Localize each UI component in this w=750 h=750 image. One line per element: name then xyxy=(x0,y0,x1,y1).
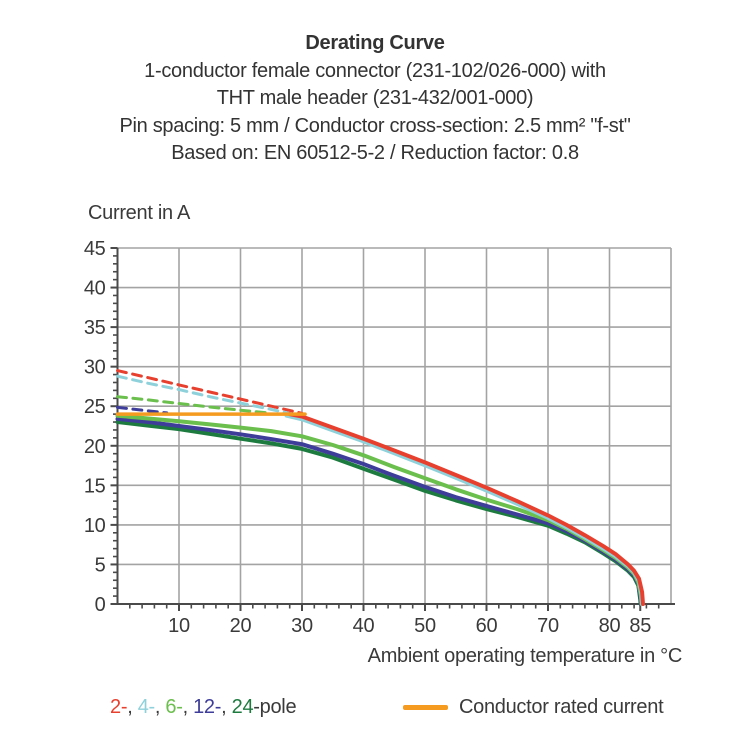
chart-title: Derating Curve xyxy=(305,32,445,54)
curve-2-pole xyxy=(287,412,645,606)
y-tick-label: 0 xyxy=(95,594,106,616)
x-tick-label: 30 xyxy=(291,615,313,637)
y-tick-label: 20 xyxy=(84,436,106,458)
rated-current-label: Conductor rated current xyxy=(459,696,664,718)
y-tick-label: 30 xyxy=(84,357,106,379)
x-axis-title: Ambient operating temperature in °C xyxy=(367,645,683,667)
legend-pole-item: , xyxy=(154,696,166,718)
y-axis-title: Current in A xyxy=(88,202,191,224)
y-tick-label: 45 xyxy=(84,238,106,260)
y-tick-label: 40 xyxy=(84,278,106,300)
legend-pole-item: 4- xyxy=(137,696,155,718)
chart-subtitle-line-2: THT male header (231-432/001-000) xyxy=(216,87,534,109)
x-tick-label: 10 xyxy=(168,615,190,637)
y-tick-label: 35 xyxy=(84,317,106,339)
y-tick-label: 25 xyxy=(84,396,106,418)
y-tick-label: 5 xyxy=(95,554,106,576)
chart-subtitle-line-3: Pin spacing: 5 mm / Conductor cross-sect… xyxy=(119,114,631,137)
y-tick-label: 10 xyxy=(84,515,106,537)
legend-pole-item: , xyxy=(221,696,232,718)
curve-6-pole xyxy=(116,395,273,415)
legend-pole-item: 12- xyxy=(193,696,222,718)
y-tick-label: 15 xyxy=(84,475,106,497)
x-tick-label: 85 xyxy=(629,615,651,637)
rated-current-line-swatch xyxy=(403,705,448,710)
legend-pole-item: 24 xyxy=(231,696,254,718)
x-tick-label: 20 xyxy=(230,615,252,637)
x-tick-label: 40 xyxy=(353,615,375,637)
x-tick-label: 60 xyxy=(476,615,498,637)
title-block: Derating Curve 1-conductor female connec… xyxy=(0,30,750,168)
curve-4-pole xyxy=(284,413,645,606)
chart-subtitle-line-4: Based on: EN 60512-5-2 / Reduction facto… xyxy=(171,142,579,164)
legend-pole-item: , xyxy=(182,696,194,718)
curve-12-pole xyxy=(116,405,169,415)
x-tick-label: 80 xyxy=(599,615,621,637)
x-tick-label: 70 xyxy=(537,615,559,637)
legend-poles: 2-, 4-, 6-, 12-, 24-pole xyxy=(110,696,297,719)
legend: 2-, 4-, 6-, 12-, 24-pole Conductor rated… xyxy=(0,696,750,726)
legend-pole-item: , xyxy=(127,696,138,718)
x-tick-label: 50 xyxy=(414,615,436,637)
curve-4-pole xyxy=(116,374,298,417)
legend-pole-item: 2- xyxy=(110,696,128,718)
legend-pole-item: -pole xyxy=(253,696,297,718)
curve-2-pole xyxy=(116,369,304,415)
legend-pole-item: 6- xyxy=(165,696,183,718)
chart-subtitle-line-1: 1-conductor female connector (231-102/02… xyxy=(144,59,606,82)
